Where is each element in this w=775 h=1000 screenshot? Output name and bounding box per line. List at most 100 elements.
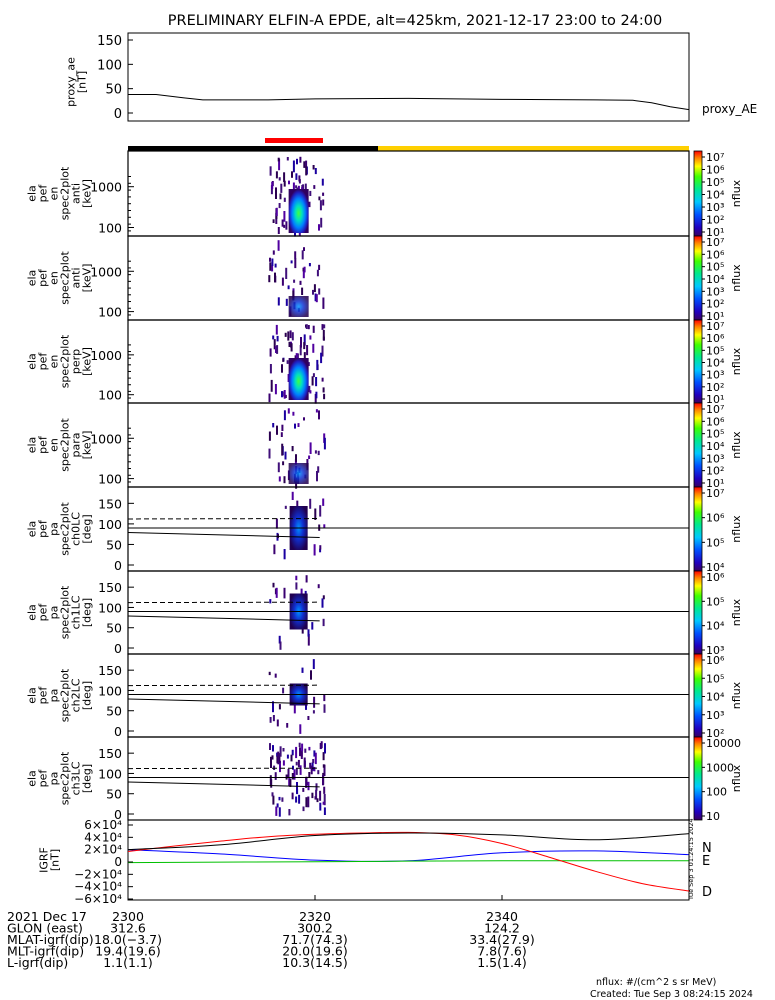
flux-pixel xyxy=(290,754,293,762)
xaxis-row-value: 18.0(−3.7) xyxy=(94,932,162,947)
flux-pixel xyxy=(269,364,272,374)
flux-pixel xyxy=(321,598,324,608)
ylabel-line: pef xyxy=(37,435,50,454)
flux-pixel xyxy=(308,263,311,267)
proxy-ae-tick-label: 50 xyxy=(105,83,122,98)
colorbar-tick-label: 10⁵ xyxy=(706,595,724,608)
proxy-ae-tick-label: 150 xyxy=(97,34,122,49)
igrf-series-N xyxy=(127,849,690,862)
flux-pixel xyxy=(298,794,301,804)
flux-pixel xyxy=(300,588,303,598)
xaxis-row-value: 19.4(19.6) xyxy=(95,944,160,959)
flux-pixel xyxy=(323,694,326,702)
ylabel-line: spec2plot xyxy=(59,585,72,639)
igrf-tick-label: −6×10⁴ xyxy=(74,892,122,906)
x-axis-annotation: 2021 Dec 17 2300 2320 2340 GLON (east) 312.6 3… xyxy=(7,909,535,970)
flux-pixel xyxy=(283,224,286,228)
flux-pixel xyxy=(319,200,322,211)
flux-pixel xyxy=(288,341,291,347)
ylabel-line: en xyxy=(48,355,61,369)
flux-pixel xyxy=(269,348,272,357)
ylabel-line: ela xyxy=(26,437,39,454)
colorbar-label: nflux xyxy=(730,179,743,207)
xaxis-row-value: 300.2 xyxy=(297,921,333,936)
flux-pixel xyxy=(302,271,305,279)
flux-pixel xyxy=(297,423,300,427)
flux-pixel xyxy=(321,377,324,382)
panel-frame xyxy=(127,736,690,821)
eclipse-bar xyxy=(128,146,378,151)
ylabel-line: pef xyxy=(37,686,50,705)
flux-pixel xyxy=(303,352,306,363)
colorbar-tick-label: 10⁴ xyxy=(706,561,725,574)
flux-pixel xyxy=(277,297,280,306)
flux-pixel xyxy=(275,346,277,353)
flux-pixel xyxy=(278,476,281,482)
flux-pixel xyxy=(287,374,290,382)
flux-pixel xyxy=(292,182,295,191)
ylabel-line: perp xyxy=(70,349,83,374)
colorbar-tick-label: 10¹ xyxy=(706,393,724,406)
flux-pixel xyxy=(322,336,325,341)
flux-pixel xyxy=(316,269,319,277)
flux-pixel xyxy=(303,417,305,421)
flux-pixel xyxy=(322,775,324,786)
flux-pixel xyxy=(299,280,302,285)
flux-pixel xyxy=(297,759,300,768)
ylabel-line: [deg] xyxy=(81,681,94,710)
colorbar-tick-label: 10⁵ xyxy=(706,344,724,357)
panel-frame xyxy=(127,402,690,488)
flux-pixel xyxy=(291,792,294,800)
flux-pixel xyxy=(321,324,324,330)
ylabel-line: [deg] xyxy=(81,598,94,627)
loss-cone-line xyxy=(127,698,320,705)
colorbar-tick-label: 10⁶ xyxy=(706,415,725,428)
flux-pixel xyxy=(307,325,310,330)
flux-pixel xyxy=(270,185,273,195)
flux-pixel xyxy=(291,773,294,780)
colorbar xyxy=(693,319,703,404)
flux-pixel xyxy=(287,331,290,341)
colorbar-tick-label: 10¹ xyxy=(706,226,724,239)
flux-pixel xyxy=(318,224,320,231)
ylabel-line: spec2plot xyxy=(59,668,72,722)
colorbar-label: nflux xyxy=(730,515,743,543)
panel-frame xyxy=(127,150,690,237)
flux-pixel xyxy=(291,446,294,452)
flux-pixel xyxy=(303,247,305,251)
flux-pixel xyxy=(295,761,298,766)
flux-pixel xyxy=(269,262,272,271)
flux-pixel xyxy=(313,696,316,708)
colorbar-tick-label: 10⁵ xyxy=(706,536,724,549)
energy-spectrogram-3: 1000100elapefenspec2plotpara[keV]10⁷10⁶1… xyxy=(26,402,743,490)
ylabel-line: pa xyxy=(48,522,61,536)
orbit-state-bars xyxy=(128,138,689,151)
y-tick-label: 100 xyxy=(98,388,122,403)
flux-pixel xyxy=(301,250,304,260)
xaxis-row-value: 33.4(27.9) xyxy=(469,932,534,947)
flux-pixel xyxy=(294,258,297,269)
xaxis-row-value: 7.8(7.6) xyxy=(477,944,527,959)
ylabel-line: ch0LC xyxy=(70,512,83,546)
colorbar-label: nflux xyxy=(730,264,743,292)
flux-pixel xyxy=(317,466,320,473)
flux-pixel xyxy=(269,743,271,750)
flux-pixel xyxy=(322,297,325,309)
ylabel-line: pa xyxy=(48,606,61,620)
flux-pixel xyxy=(315,377,318,387)
flux-pixel xyxy=(321,345,324,357)
flux-pixel xyxy=(290,260,293,264)
flux-pixel xyxy=(319,802,322,811)
flux-pixel xyxy=(272,335,275,340)
flux-pixel xyxy=(294,459,297,465)
flux-pixel xyxy=(281,219,284,227)
colorbar xyxy=(693,235,703,321)
flux-pixel xyxy=(294,423,296,429)
colorbar-tick-label: 10⁶ xyxy=(706,248,725,261)
colorbar-tick-label: 10³ xyxy=(706,201,724,214)
ylabel-line: spec2plot xyxy=(59,751,72,805)
colorbar-tick-label: 100 xyxy=(706,786,727,799)
panel-frame xyxy=(127,570,690,655)
